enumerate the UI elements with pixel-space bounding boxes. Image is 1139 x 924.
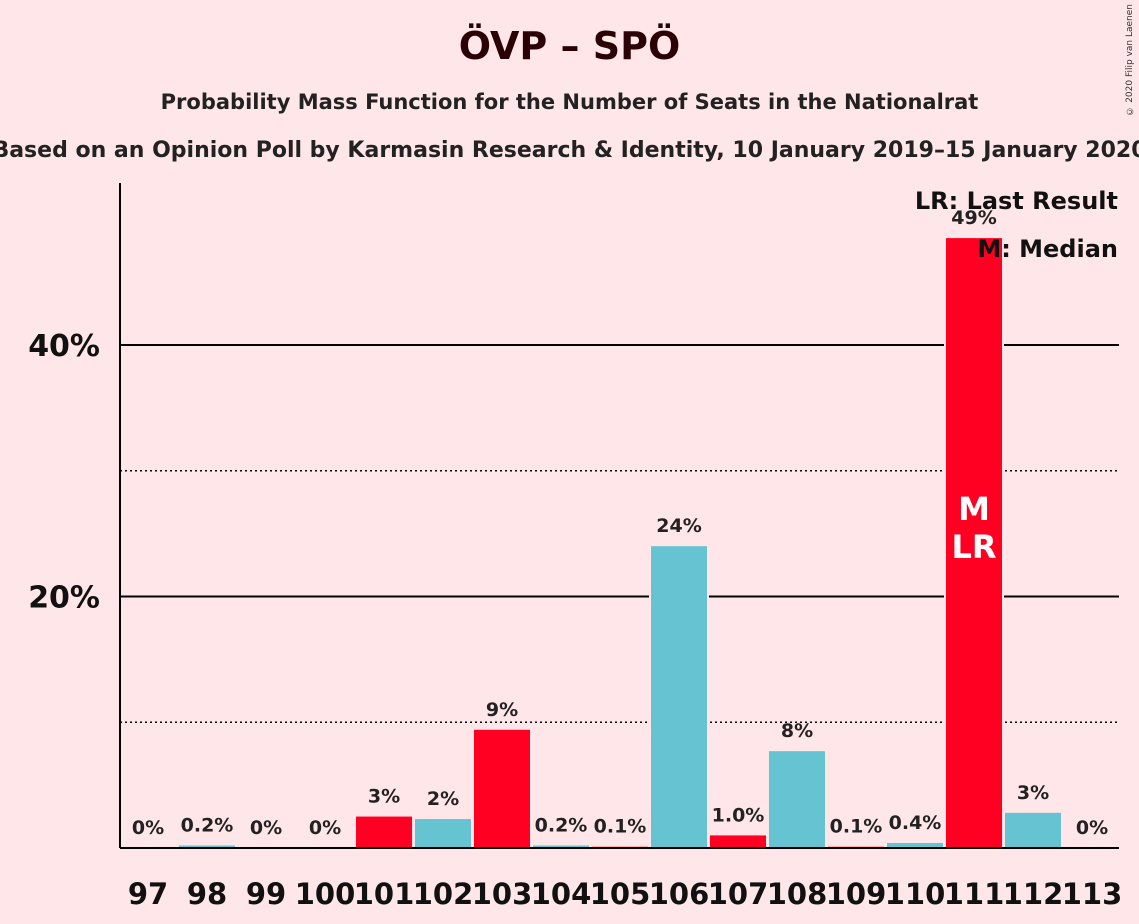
chart-title: ÖVP – SPÖ — [458, 24, 681, 68]
bar-107 — [710, 835, 766, 848]
category-label-107: 107 — [708, 877, 769, 911]
legend-median: M: Median — [977, 235, 1118, 263]
bar-101 — [356, 816, 412, 848]
median-mark: M — [958, 490, 990, 528]
category-label-108: 108 — [767, 877, 828, 911]
value-label-105: 0.1% — [594, 816, 647, 838]
category-label-111: 111 — [944, 877, 1005, 911]
category-label-104: 104 — [531, 877, 592, 911]
bar-98 — [179, 845, 235, 848]
value-label-108: 8% — [781, 720, 813, 742]
chart-source: Based on an Opinion Poll by Karmasin Res… — [0, 138, 1139, 163]
y-tick-labels: 20% 40% — [28, 329, 100, 616]
y-tick-label-40: 40% — [28, 329, 100, 364]
category-label-103: 103 — [472, 877, 533, 911]
value-label-103: 9% — [486, 699, 518, 721]
bars — [177, 236, 1063, 849]
value-label-110: 0.4% — [889, 812, 942, 834]
bar-102 — [415, 819, 471, 848]
value-label-97: 0% — [132, 817, 164, 839]
value-label-111: 49% — [951, 207, 996, 229]
value-label-104: 0.2% — [535, 814, 588, 836]
category-label-97: 97 — [128, 877, 168, 911]
category-label-105: 105 — [590, 877, 651, 911]
value-label-107: 1.0% — [712, 804, 765, 826]
bar-106 — [651, 546, 707, 848]
category-label-106: 106 — [649, 877, 710, 911]
category-label-101: 101 — [354, 877, 415, 911]
bar-halo-105 — [590, 844, 650, 848]
bar-110 — [887, 842, 943, 848]
value-label-99: 0% — [250, 817, 282, 839]
category-label-98: 98 — [187, 877, 227, 911]
last-result-mark: LR — [951, 528, 996, 566]
value-label-101: 3% — [368, 786, 400, 808]
value-label-102: 2% — [427, 788, 459, 810]
bar-104 — [533, 845, 589, 848]
value-label-112: 3% — [1017, 782, 1049, 804]
category-label-100: 100 — [295, 877, 356, 911]
category-label-113: 113 — [1062, 877, 1123, 911]
value-label-109: 0.1% — [830, 816, 883, 838]
value-label-106: 24% — [656, 515, 701, 537]
value-label-100: 0% — [309, 817, 341, 839]
category-labels: 97 98 99 1001011021031041051061071081091101… — [128, 877, 1122, 911]
category-label-109: 109 — [826, 877, 887, 911]
category-label-99: 99 — [246, 877, 286, 911]
bar-111 — [946, 238, 1002, 849]
category-label-112: 112 — [1003, 877, 1064, 911]
value-label-98: 0.2% — [181, 814, 234, 836]
chart-subtitle: Probability Mass Function for the Number… — [160, 90, 979, 114]
value-label-113: 0% — [1076, 817, 1108, 839]
value-labels: 0% 0.2% 0% 0% 3% 2% 9% 0.2% 0.1% 24% 1.0% 8% 0.1% 0.4… — [132, 207, 1108, 839]
bar-halo-109 — [826, 844, 886, 848]
bar-112 — [1005, 812, 1061, 848]
category-label-102: 102 — [413, 877, 474, 911]
category-label-110: 110 — [885, 877, 946, 911]
bar-103 — [474, 729, 530, 848]
bar-108 — [769, 751, 825, 848]
y-tick-label-20: 20% — [28, 581, 100, 616]
legend-last-result: LR: Last Result — [915, 187, 1118, 215]
